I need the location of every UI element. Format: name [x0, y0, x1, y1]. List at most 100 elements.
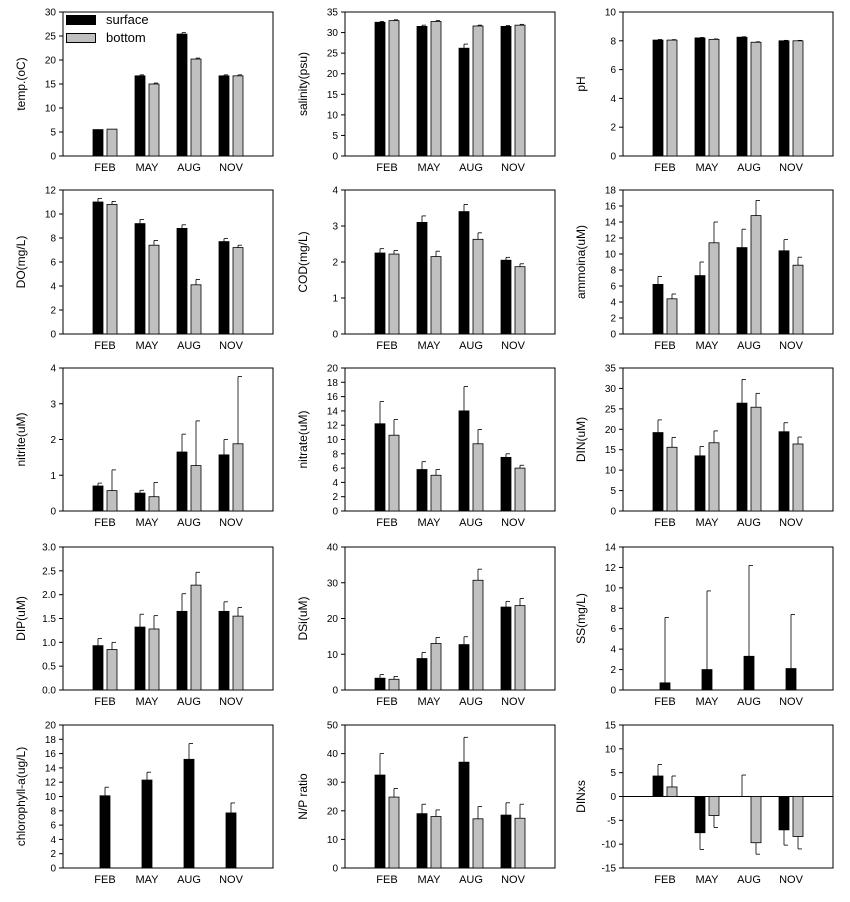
- bar-bottom-nov: [514, 266, 526, 335]
- bar-surface-aug: [458, 211, 470, 335]
- bar-surface-may: [416, 221, 428, 335]
- chart-panel-8: 0 2 4 6 8 10 12 14 16 18 20 nitrate(uM) FEB MAY AUG NOV: [296, 364, 556, 529]
- y-tick-label: 16: [605, 202, 617, 213]
- y-tick-label: 0.0: [42, 686, 56, 697]
- y-tick-label: -10: [602, 840, 617, 851]
- plot-frame: [622, 11, 834, 157]
- x-category-label: AUG: [459, 696, 483, 708]
- y-axis-label: N/P ratio: [296, 773, 310, 820]
- y-tick-label: 4: [610, 298, 616, 309]
- y-tick-label: 0: [50, 330, 56, 341]
- chart-panel-15: -15 -10 -5 0 5 10 15 DINxs FEB MAY AUG NOV: [574, 721, 834, 886]
- y-tick-label: 8: [50, 806, 56, 817]
- x-category-label: NOV: [779, 340, 804, 352]
- bar-bottom-aug: [190, 284, 202, 335]
- y-tick-label: 20: [327, 69, 339, 80]
- bar-surface-may: [701, 669, 713, 691]
- bar-surface-nov: [218, 610, 230, 691]
- y-tick-label: 0: [50, 864, 56, 875]
- y-tick-label: 0: [332, 152, 338, 163]
- y-tick-label: 2: [50, 306, 56, 317]
- y-tick-label: 14: [45, 763, 57, 774]
- bar-surface-aug: [743, 655, 755, 691]
- bar-bottom-aug: [472, 579, 484, 691]
- bar-surface-nov: [500, 456, 512, 512]
- bar-bottom-may: [708, 242, 720, 335]
- y-axis-label: DSi(uM): [296, 596, 310, 640]
- y-tick-label: 10: [45, 792, 57, 803]
- bar-bottom-nov: [232, 615, 244, 691]
- y-tick-label: 40: [327, 749, 339, 760]
- plot-frame: [622, 546, 834, 691]
- y-tick-label: 10: [327, 110, 339, 121]
- bar-surface-aug: [458, 47, 470, 157]
- y-tick-label: 0.5: [42, 662, 56, 673]
- y-tick-label: 10: [327, 650, 339, 661]
- y-tick-label: 4: [332, 478, 338, 489]
- y-tick-label: 8: [50, 234, 56, 245]
- y-tick-label: 5: [610, 768, 616, 779]
- bar-bottom-may: [708, 442, 720, 512]
- y-tick-label: 14: [605, 543, 617, 554]
- y-tick-label: 0: [50, 507, 56, 518]
- y-tick-label: 20: [45, 721, 57, 732]
- y-tick-label: 12: [605, 563, 617, 574]
- bar-bottom-feb: [666, 39, 678, 157]
- bar-surface-nov: [218, 75, 230, 157]
- x-category-label: FEB: [94, 696, 115, 708]
- x-category-label: FEB: [654, 340, 675, 352]
- chart-panel-14: 0 10 20 30 40 50 N/P ratio FEB MAY AUG NOV: [296, 721, 556, 886]
- bar-surface-feb: [92, 485, 104, 512]
- bar-surface-aug: [736, 247, 748, 335]
- y-tick-label: 0: [332, 507, 338, 518]
- legend: surface bottom: [66, 12, 176, 48]
- x-category-label: NOV: [779, 874, 804, 886]
- y-tick-label: 3.0: [42, 543, 56, 554]
- chart-panel-10: 0.0 0.5 1.0 1.5 2.0 2.5 3.0 DIP(uM) FEB MAY AUG NOV: [14, 543, 274, 708]
- y-tick-label: 10: [605, 8, 617, 19]
- bar-bottom-may: [708, 796, 720, 816]
- chart-panel-6: 0 2 4 6 8 10 12 14 16 18 ammoina(uM) FEB MAY AUG NOV: [574, 186, 834, 352]
- y-tick-label: 10: [45, 210, 57, 221]
- y-tick-label: 8: [610, 266, 616, 277]
- bar-surface-feb: [92, 201, 104, 335]
- bar-surface-nov: [778, 40, 790, 157]
- legend-label-surface: surface: [106, 12, 149, 27]
- bar-surface-feb: [374, 21, 386, 157]
- bar-bottom-nov: [232, 443, 244, 512]
- x-category-label: MAY: [135, 874, 159, 886]
- bar-bottom-aug: [472, 818, 484, 869]
- y-axis-label: temp.(oC): [14, 57, 28, 110]
- bar-surface-aug: [183, 758, 195, 869]
- plot-frame: [62, 724, 274, 869]
- bar-bottom-feb: [106, 128, 118, 157]
- bar-surface-aug: [458, 761, 470, 869]
- y-tick-label: 12: [45, 186, 57, 197]
- bar-bottom-nov: [232, 75, 244, 157]
- y-tick-label: 20: [327, 614, 339, 625]
- x-category-label: NOV: [219, 874, 244, 886]
- bar-bottom-may: [148, 496, 160, 512]
- y-tick-label: 0: [332, 330, 338, 341]
- bar-surface-may: [134, 626, 146, 691]
- y-tick-label: 0: [610, 686, 616, 697]
- y-axis-label: chlorophyll-a(ug/L): [14, 747, 28, 846]
- y-tick-label: 18: [45, 735, 57, 746]
- bar-bottom-feb: [388, 678, 400, 691]
- bar-surface-aug: [176, 451, 188, 512]
- bar-surface-nov: [225, 812, 237, 869]
- x-category-label: MAY: [417, 340, 441, 352]
- y-tick-label: 8: [610, 604, 616, 615]
- y-tick-label: 6: [332, 464, 338, 475]
- legend-item-bottom: bottom: [66, 30, 176, 48]
- y-axis-label: pH: [574, 76, 588, 91]
- y-tick-label: 8: [610, 36, 616, 47]
- y-tick-label: 35: [327, 8, 339, 19]
- x-category-label: NOV: [779, 162, 804, 174]
- bar-bottom-aug: [190, 465, 202, 512]
- y-tick-label: 0: [332, 864, 338, 875]
- y-axis-label: COD(mg/L): [296, 231, 310, 292]
- x-category-label: AUG: [459, 162, 483, 174]
- bar-surface-may: [694, 796, 706, 834]
- bar-surface-aug: [736, 402, 748, 512]
